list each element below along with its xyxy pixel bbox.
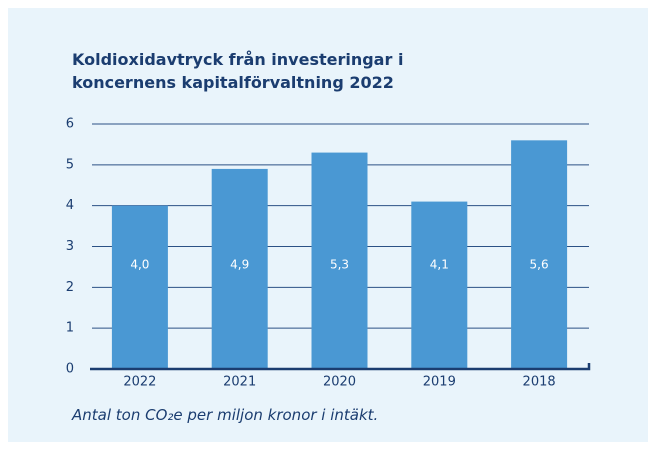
x-axis <box>90 363 591 371</box>
x-tick-label: 2020 <box>323 375 356 390</box>
y-tick-label: 4 <box>66 198 74 213</box>
y-tick-label: 0 <box>66 362 74 377</box>
x-tick-label: 2018 <box>523 375 556 390</box>
y-tick-label: 6 <box>66 117 74 132</box>
bar <box>111 205 168 369</box>
x-tick-label: 2022 <box>123 375 156 390</box>
y-tick-label: 1 <box>66 321 74 336</box>
y-tick-label: 2 <box>66 280 74 295</box>
x-tick-label: 2021 <box>223 375 256 390</box>
value-label: 5,6 <box>530 258 549 272</box>
bar <box>211 168 268 369</box>
y-tick-label: 5 <box>66 157 74 172</box>
chart-title: Koldioxidavtryck från investeringar i ko… <box>72 50 404 92</box>
bar <box>311 152 368 369</box>
value-label: 4,0 <box>130 258 149 272</box>
caption: Antal ton CO₂e per miljon kronor i intäk… <box>72 406 379 424</box>
value-label: 4,1 <box>430 258 449 272</box>
x-tick-label: 2019 <box>423 375 456 390</box>
bar <box>511 140 568 369</box>
value-label: 4,9 <box>230 258 249 272</box>
bar <box>411 201 468 369</box>
y-tick-label: 3 <box>66 239 74 254</box>
value-label: 5,3 <box>330 258 349 272</box>
